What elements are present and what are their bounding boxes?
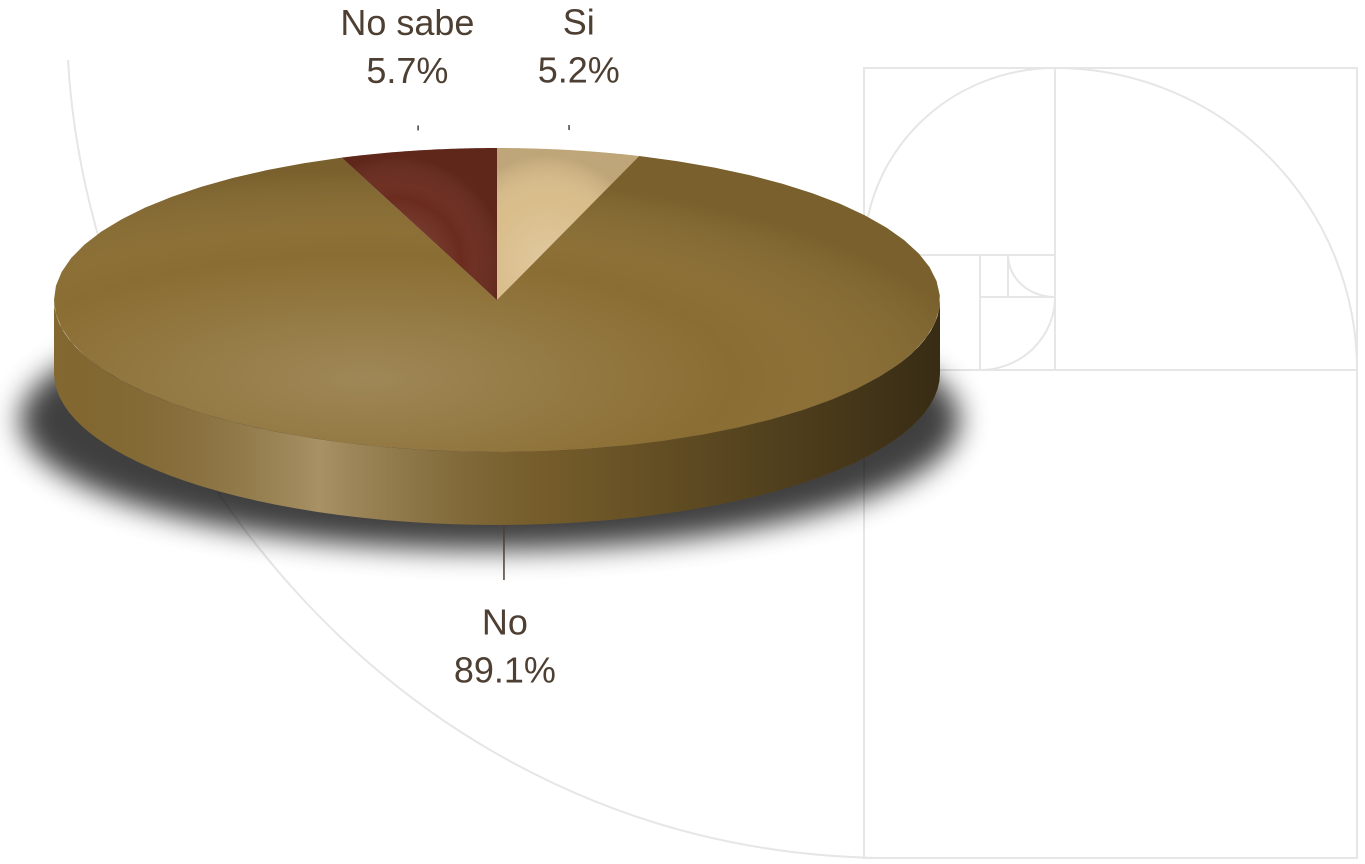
value-label: 5.7% (366, 50, 448, 91)
slice-shine (54, 156, 940, 452)
category-label: No sabe (340, 2, 474, 43)
slice-side-shade (54, 300, 940, 525)
slice-shine (497, 148, 640, 300)
labels: Si 5.2% No 89.1% No sabe 5.7% (340, 2, 619, 691)
background-decoration (67, 59, 1358, 859)
pie (54, 148, 940, 525)
value-label: 89.1% (454, 649, 556, 690)
category-label: No (482, 601, 528, 642)
value-label: 5.2% (538, 50, 620, 91)
category-label: Si (563, 2, 595, 43)
slice-shine (341, 148, 497, 300)
